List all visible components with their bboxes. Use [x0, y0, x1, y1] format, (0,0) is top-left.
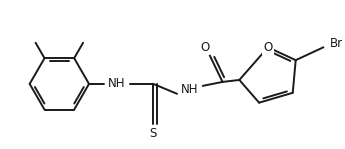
Text: NH: NH	[108, 77, 126, 90]
Text: NH: NH	[181, 83, 199, 96]
Text: O: O	[263, 41, 273, 54]
Text: O: O	[200, 41, 209, 54]
Text: S: S	[150, 127, 157, 140]
Text: Br: Br	[330, 37, 344, 50]
